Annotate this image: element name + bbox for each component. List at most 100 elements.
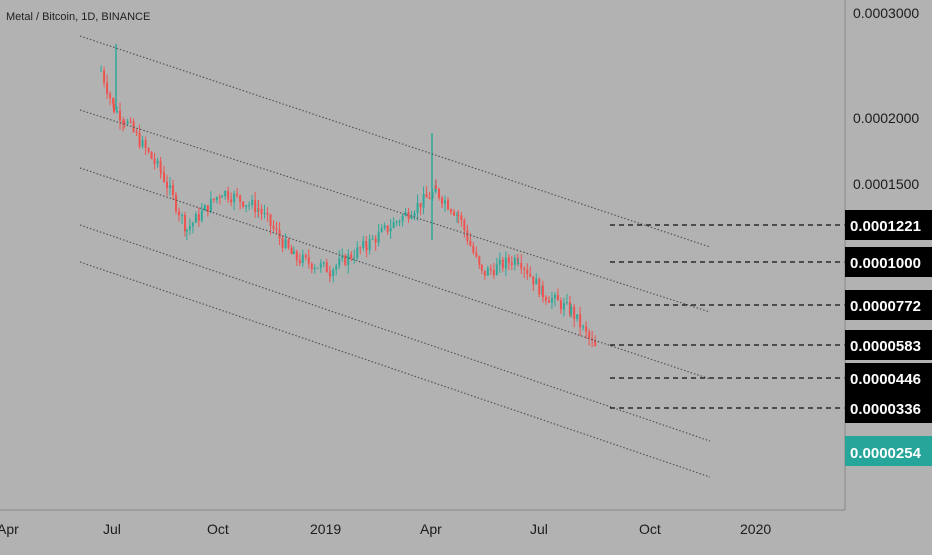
current-price-label: 0.0000254: [850, 445, 922, 462]
candle-body: [112, 98, 115, 104]
candle-body: [350, 254, 353, 259]
candle-body: [175, 194, 178, 212]
candle-body: [248, 204, 251, 206]
candle-body: [338, 258, 341, 266]
candle-body: [260, 209, 263, 214]
candle-body: [316, 267, 319, 269]
x-tick-label: Jul: [103, 521, 121, 537]
candle-body: [538, 278, 541, 295]
candle-body: [119, 110, 121, 121]
candle-body: [359, 247, 362, 249]
candle-body: [576, 314, 579, 319]
candle-body: [166, 181, 169, 189]
candle-body: [147, 148, 150, 152]
candle-body: [353, 257, 356, 259]
candle-body: [132, 121, 135, 132]
candle-body: [206, 205, 209, 213]
candle-body: [310, 263, 313, 270]
candle-body: [356, 247, 359, 258]
candle-body: [251, 199, 254, 205]
candle-body: [284, 239, 287, 248]
x-tick-label: Apr: [0, 521, 19, 537]
candle-body: [188, 226, 191, 230]
candle-body: [504, 257, 507, 269]
candle-body: [292, 251, 295, 255]
price-level-label: 0.0000772: [850, 298, 921, 315]
candle-body: [398, 221, 401, 223]
candle-body: [541, 285, 544, 298]
candle-body: [153, 158, 156, 164]
price-level-label: 0.0001221: [850, 218, 921, 235]
candle-body: [341, 255, 344, 259]
candle-body: [395, 221, 398, 223]
candle-body: [559, 300, 562, 310]
candle-body: [517, 263, 520, 265]
candle-body: [122, 120, 124, 123]
candle-body: [492, 270, 495, 276]
candle-body: [335, 265, 338, 270]
time-axis[interactable]: Apr Jul Oct 2019 Apr Jul Oct 2020: [0, 521, 771, 537]
candle-body: [392, 221, 395, 228]
candle-body: [447, 200, 449, 210]
candle-body: [532, 276, 535, 285]
candle-body: [365, 247, 368, 250]
candle-body: [401, 215, 404, 222]
price-level-label: 0.0000583: [850, 338, 921, 355]
candle-body: [520, 263, 523, 269]
candle-body: [507, 257, 510, 263]
candle-body: [529, 274, 532, 277]
candle-body: [218, 197, 221, 199]
candle-body: [389, 227, 392, 232]
price-level-box: [845, 210, 932, 240]
price-level-labels: 0.0001221 0.0001000 0.0000772 0.0000583 0.00…: [845, 210, 932, 466]
candle-body: [556, 294, 559, 301]
candle-body: [156, 160, 159, 164]
candle-body: [209, 198, 212, 213]
candle-body: [275, 228, 278, 231]
candle-body: [386, 225, 389, 232]
candle-body: [281, 238, 284, 248]
candle-body: [444, 200, 446, 204]
price-level-box: [845, 290, 932, 320]
candle-body: [513, 257, 516, 265]
candle-body: [407, 212, 410, 219]
candle-body: [304, 255, 307, 258]
price-axis[interactable]: 0.0003000 0.0002000 0.0001500: [853, 5, 919, 192]
x-tick-label: Apr: [420, 521, 442, 537]
candle-body: [287, 239, 290, 248]
candle-body: [413, 213, 416, 217]
candle-body: [126, 121, 129, 124]
candle-body: [374, 238, 377, 243]
candle-body: [144, 140, 147, 149]
candle-body: [475, 252, 478, 257]
candle-body: [113, 103, 115, 113]
candle-body: [141, 140, 144, 147]
candle-body: [582, 326, 585, 328]
candle-body: [466, 230, 469, 241]
candle-body: [441, 197, 443, 204]
x-tick-label: 2020: [740, 521, 771, 537]
candle-body: [230, 199, 233, 203]
candle-body: [172, 185, 175, 195]
candle-body: [523, 268, 526, 270]
candle-body: [295, 251, 298, 261]
candle-body: [332, 269, 335, 277]
candle-body: [194, 213, 197, 223]
chart-legend-title: Metal / Bitcoin, 1D, BINANCE: [6, 11, 150, 23]
candle-body: [472, 245, 475, 253]
candle-body: [425, 194, 428, 198]
price-level-box: [845, 363, 932, 393]
candle-body: [588, 331, 591, 339]
candle-body: [565, 301, 568, 303]
candle-body: [329, 274, 332, 277]
candle-body: [419, 202, 422, 208]
candle-body: [469, 240, 472, 246]
candle-body: [573, 306, 576, 319]
dashed-price-levels: [610, 224, 845, 409]
candle-body: [191, 222, 194, 227]
candle-body: [460, 215, 463, 221]
candle-body: [344, 255, 347, 265]
candle-body: [463, 220, 466, 231]
candle-body: [579, 314, 582, 328]
candle-body: [371, 238, 374, 240]
